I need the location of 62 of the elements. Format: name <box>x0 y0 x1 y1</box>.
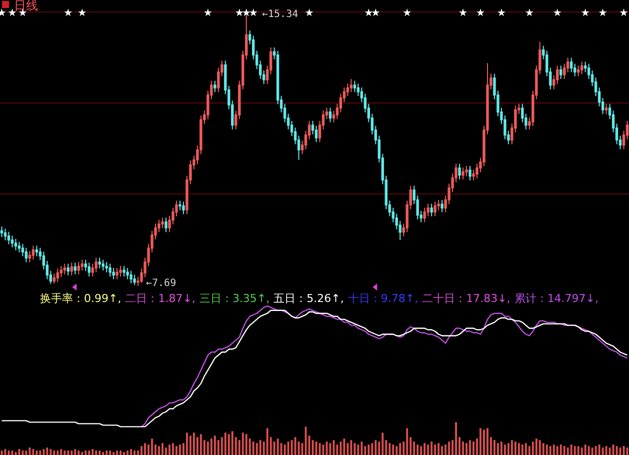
candlestick <box>178 200 182 211</box>
candlestick <box>161 217 164 229</box>
candlestick <box>108 263 112 277</box>
candlestick <box>570 57 573 73</box>
candlestick <box>580 61 584 75</box>
candlestick <box>63 263 66 275</box>
candlestick <box>182 201 185 215</box>
candlestick <box>94 257 98 273</box>
candlestick <box>353 80 356 93</box>
candlestick <box>77 261 80 275</box>
candlestick <box>60 265 63 278</box>
candlestick <box>314 125 318 143</box>
candlestick <box>440 199 444 213</box>
candlestick <box>35 245 38 257</box>
text: 累计：14.797↓, <box>514 292 599 305</box>
candlestick <box>70 262 73 276</box>
candlestick <box>560 65 562 80</box>
candlestick <box>133 274 136 286</box>
candlestick <box>462 167 464 180</box>
candlestick <box>7 231 10 245</box>
candlestick <box>102 259 104 271</box>
candlestick <box>423 207 426 223</box>
candlestick <box>214 80 216 93</box>
candlestick <box>350 78 353 93</box>
candlestick <box>164 217 168 233</box>
candlestick <box>130 270 132 284</box>
candlestick <box>88 262 90 277</box>
candlestick <box>0 226 4 238</box>
candlestick <box>66 263 70 276</box>
candlestick <box>122 265 126 277</box>
text: 二十日：17.83↓, <box>422 292 510 305</box>
annotation: ←7.69 <box>146 278 176 289</box>
text: 二日：1.87↓, <box>125 292 196 305</box>
candlestick <box>32 245 35 260</box>
candlestick <box>98 257 101 269</box>
text: 三日：3.35↑, <box>199 292 270 305</box>
candlestick <box>465 165 468 177</box>
candlestick <box>328 107 332 123</box>
text: 换手率：0.99↑, <box>40 292 122 305</box>
candlestick <box>14 238 18 251</box>
chart-title: 日线 <box>14 0 38 12</box>
candlestick <box>458 163 461 180</box>
candlestick <box>434 201 436 217</box>
candlestick <box>18 241 21 253</box>
text: 十日：9.78↑, <box>348 292 418 305</box>
candlestick <box>105 261 108 273</box>
candlestick <box>74 262 76 275</box>
candlestick <box>56 268 60 283</box>
candlestick <box>576 65 580 77</box>
candlestick <box>604 103 608 115</box>
candlestick <box>80 259 84 271</box>
annotation: ←15.34 <box>262 9 298 20</box>
candlestick <box>430 203 433 217</box>
candlestick <box>24 247 28 263</box>
candlestick <box>119 265 122 277</box>
candlestick <box>468 165 472 181</box>
candlestick <box>126 267 129 280</box>
candlestick <box>4 228 7 241</box>
candlestick <box>112 267 115 280</box>
text: 五日：5.26↑, <box>274 292 344 305</box>
candlestick <box>116 267 118 280</box>
candlestick <box>10 235 14 248</box>
